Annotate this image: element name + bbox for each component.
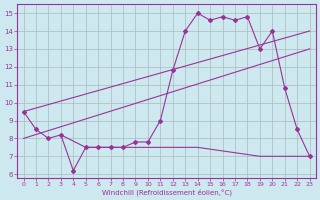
X-axis label: Windchill (Refroidissement éolien,°C): Windchill (Refroidissement éolien,°C) [101, 188, 232, 196]
